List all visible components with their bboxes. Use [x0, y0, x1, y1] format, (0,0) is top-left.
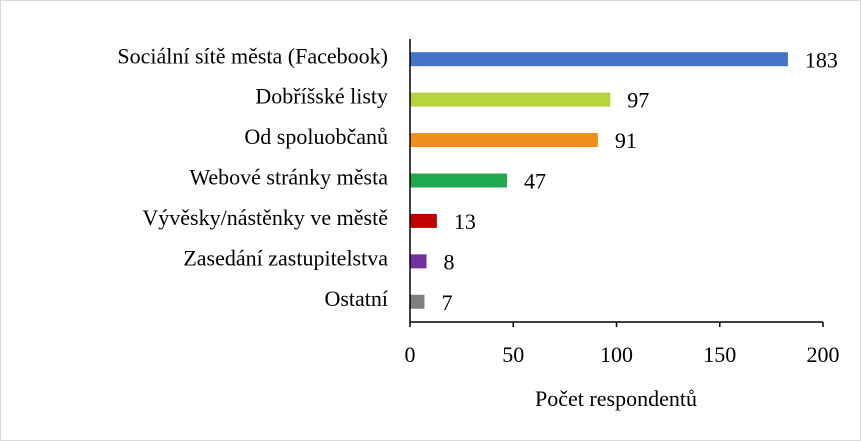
bar: [410, 294, 425, 309]
y-tick-label: Vývěsky/nástěnky ve městě: [142, 205, 388, 230]
y-tick-label: Dobříšské listy: [255, 84, 388, 109]
y-tick-label: Sociální sítě města (Facebook): [117, 43, 388, 68]
x-tick-label: 50: [502, 342, 524, 367]
data-label: 97: [627, 88, 649, 113]
data-label: 7: [441, 290, 452, 315]
bar: [410, 173, 508, 188]
bar: [410, 133, 598, 148]
data-label: 91: [615, 128, 637, 153]
y-tick-label: Zasedání zastupitelstva: [183, 245, 388, 270]
bar: [410, 92, 611, 107]
y-tick-label: Od spoluobčanů: [244, 124, 388, 149]
data-label: 13: [454, 209, 476, 234]
data-label: 47: [524, 169, 546, 194]
bar: [410, 213, 437, 228]
bar: [410, 254, 427, 269]
x-tick-label: 150: [703, 342, 736, 367]
data-label: 183: [805, 47, 838, 72]
bar: [410, 52, 788, 67]
x-tick-label: 100: [600, 342, 633, 367]
x-tick-label: 0: [405, 342, 416, 367]
x-tick-label: 200: [807, 342, 840, 367]
data-label: 8: [444, 249, 455, 274]
y-tick-label: Ostatní: [324, 286, 388, 311]
x-axis-label: Počet respondentů: [535, 386, 697, 411]
y-tick-label: Webové stránky města: [189, 165, 388, 190]
